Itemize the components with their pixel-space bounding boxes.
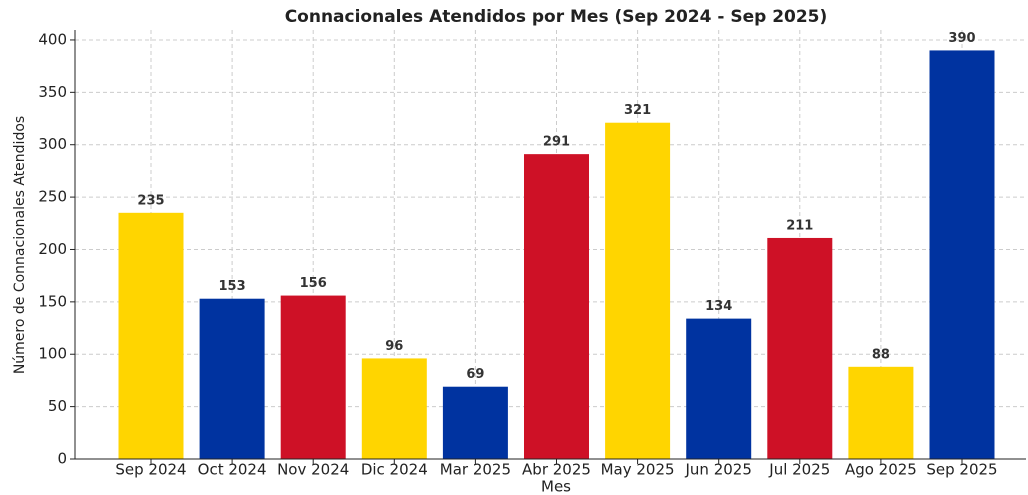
bar	[524, 154, 589, 459]
bar	[767, 237, 833, 459]
bar	[118, 212, 184, 459]
x-tick-label: Abr 2025	[522, 461, 591, 479]
bar	[848, 366, 914, 459]
x-tick-label: Dic 2024	[361, 461, 428, 479]
bar	[280, 295, 346, 459]
y-tick-label: 100	[38, 345, 67, 363]
value-label: 291	[543, 135, 570, 150]
x-tick-label: Jun 2025	[685, 461, 752, 479]
bar	[686, 318, 752, 459]
x-tick-label: Oct 2024	[198, 461, 267, 479]
y-tick-label: 400	[38, 30, 67, 48]
value-label: 390	[948, 31, 975, 46]
x-axis-label: Mes	[541, 478, 571, 495]
y-tick-label: 150	[38, 292, 67, 310]
value-label: 321	[624, 103, 651, 118]
value-label: 134	[705, 299, 732, 314]
x-tick-label: May 2025	[601, 461, 675, 479]
y-tick-label: 50	[48, 397, 67, 415]
x-tick-label: Nov 2024	[277, 461, 349, 479]
bar	[199, 298, 265, 459]
value-label: 96	[385, 339, 403, 354]
y-axis-label: Número de Connacionales Atendidos	[12, 116, 28, 374]
bar	[929, 50, 995, 460]
bar	[605, 122, 671, 459]
y-tick-label: 0	[57, 450, 67, 468]
chart-title: Connacionales Atendidos por Mes (Sep 202…	[285, 7, 828, 27]
value-label: 88	[872, 347, 890, 362]
value-label: 235	[137, 193, 164, 208]
y-tick-label: 300	[38, 135, 67, 153]
y-tick-label: 350	[38, 83, 67, 101]
value-label: 153	[219, 279, 246, 294]
x-tick-label: Mar 2025	[440, 461, 511, 479]
value-label: 69	[466, 367, 484, 382]
x-tick-label: Ago 2025	[845, 461, 917, 479]
x-tick-label: Sep 2024	[115, 461, 186, 479]
y-tick-label: 200	[38, 240, 67, 258]
x-tick-label: Jul 2025	[768, 461, 830, 479]
x-tick-label: Sep 2025	[926, 461, 997, 479]
value-label: 211	[786, 218, 813, 233]
y-tick-label: 250	[38, 188, 67, 206]
value-label: 156	[300, 276, 327, 291]
bar	[361, 358, 427, 459]
bar	[442, 386, 508, 459]
